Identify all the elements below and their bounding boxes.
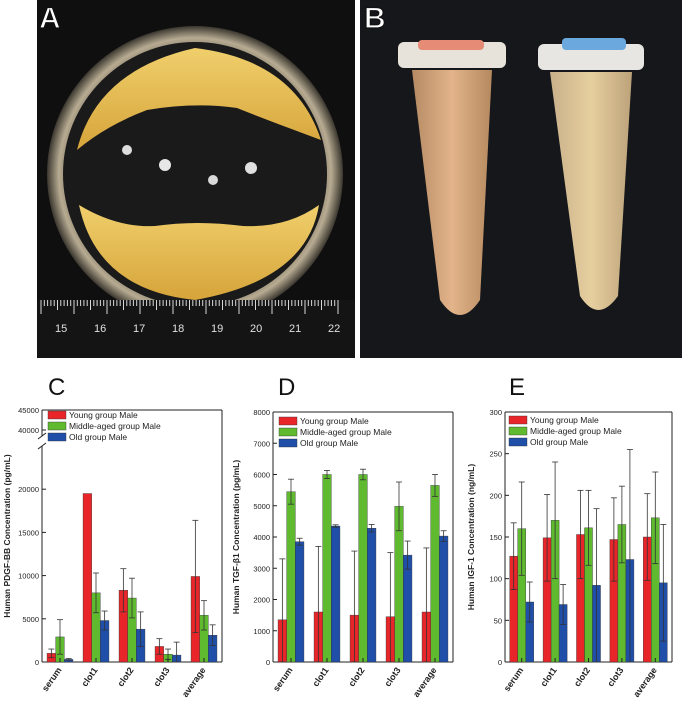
y-tick-label: 250	[489, 450, 502, 459]
legend-swatch	[278, 438, 298, 448]
photo-b-tubes: B	[360, 0, 682, 358]
ruler-label: 15	[55, 323, 67, 335]
axis-break-mark	[37, 442, 47, 450]
x-tick-label: clot3	[605, 665, 625, 688]
photo-b-illustration	[360, 0, 682, 358]
y-tick-label: 200	[489, 491, 502, 500]
x-tick-label: average	[180, 665, 208, 699]
y-axis-label: Human TGF-β1 Concentration (pg/mL)	[231, 460, 241, 615]
ruler-label: 22	[328, 323, 340, 335]
y-tick-label: 10000	[18, 572, 39, 581]
y-tick-label: 4000	[253, 533, 270, 542]
chart-c: 0 5000 10000 15000 20000 40000 45000 Human PDGF…	[2, 406, 223, 699]
chart-e: 0 50 100 150 200 250 300 Human IGF-1 Concentrat…	[466, 408, 673, 699]
y-tick-label: 5000	[22, 615, 39, 624]
y-tick-label: 0	[35, 658, 39, 667]
x-tick-label: clot3	[151, 665, 171, 688]
ruler-label: 16	[94, 323, 106, 335]
x-tick-label: serum	[271, 665, 295, 693]
y-tick-label: 3000	[253, 564, 270, 573]
bar	[367, 528, 377, 663]
panel-letter-c: C	[48, 374, 66, 401]
bar	[286, 491, 296, 663]
legend-swatch	[278, 416, 298, 426]
x-tick-label: clot2	[115, 665, 135, 688]
y-tick-label: 150	[489, 533, 502, 542]
y-tick-label: 100	[489, 575, 502, 584]
y-tick-label: 5000	[253, 502, 270, 511]
x-tick-label: serum	[502, 665, 526, 693]
photo-a-clot-container: 15 16 17 18 19 20 21 22 A	[37, 0, 355, 358]
lower-clot	[79, 205, 319, 300]
legend-entry: Old group Male	[530, 437, 588, 447]
x-tick-label: clot2	[346, 665, 366, 688]
ruler-labels: 15 16 17 18 19 20 21 22	[55, 323, 340, 335]
y-axis-label: Human IGF-1 Concentration (ng/mL)	[466, 464, 476, 611]
x-tick-label: average	[631, 665, 659, 699]
legend-swatch	[508, 437, 528, 447]
tube-2	[550, 72, 632, 310]
x-tick-label: clot3	[382, 665, 402, 688]
bar	[430, 485, 440, 663]
ruler-ticks	[40, 300, 339, 314]
panel-letter-e: E	[509, 374, 526, 401]
chart-d: 0 1000 2000 3000 4000 5000 6000 7000 8000 Human T…	[231, 408, 454, 699]
y-tick-label: 2000	[253, 596, 270, 605]
y-tick-label: 50	[494, 616, 502, 625]
x-tick-label: serum	[40, 665, 64, 693]
x-tick-label: clot2	[572, 665, 592, 688]
y-tick-label: 0	[498, 658, 502, 667]
panel-letter-b: B	[363, 1, 386, 35]
legend-entry: Old group Male	[300, 438, 358, 448]
y-tick-label: 8000	[253, 408, 270, 417]
y-tick-label-upper: 40000	[18, 426, 39, 435]
legend-swatch	[47, 421, 67, 431]
bar	[439, 535, 449, 663]
legend-swatch	[508, 426, 528, 436]
x-tick-label: clot1	[79, 665, 99, 688]
legend-entry: Old group Male	[69, 432, 127, 442]
axis-break-mark	[37, 432, 47, 440]
y-tick-label-upper: 45000	[18, 406, 39, 415]
panel-letter-d: D	[278, 374, 296, 401]
x-tick-label: clot1	[310, 665, 330, 688]
ruler-label: 18	[172, 323, 184, 335]
legend-swatch	[278, 427, 298, 437]
x-tick-label: average	[411, 665, 439, 699]
y-tick-label: 15000	[18, 528, 39, 537]
bar	[322, 474, 332, 663]
bar	[358, 474, 368, 663]
panel-letter-a: A	[38, 1, 61, 35]
ruler-label: 20	[250, 323, 262, 335]
bar	[403, 554, 413, 663]
bar	[295, 541, 305, 663]
legend-entry: Young group Male	[300, 416, 369, 426]
tube-2-cap	[538, 44, 644, 70]
tube-1	[412, 70, 492, 315]
y-tick-label: 7000	[253, 439, 270, 448]
legend-swatch	[47, 432, 67, 442]
x-tick-label: clot1	[538, 665, 558, 688]
legend-swatch	[47, 410, 67, 420]
legend-entry: Young group Male	[530, 415, 599, 425]
ruler-label: 21	[289, 323, 301, 335]
y-tick-label: 0	[266, 658, 270, 667]
y-tick-label: 20000	[18, 485, 39, 494]
y-axis-label: Human PDGF-BB Concentration (pg/mL)	[2, 454, 12, 618]
legend-entry: Middle-aged group Male	[69, 421, 161, 431]
upper-clot	[77, 48, 321, 150]
y-tick-label: 300	[489, 408, 502, 417]
legend-entry: Young group Male	[69, 410, 138, 420]
photo-a-illustration: 15 16 17 18 19 20 21 22	[37, 26, 355, 358]
bar	[331, 525, 341, 663]
y-tick-label: 1000	[253, 627, 270, 636]
y-tick-label: 6000	[253, 471, 270, 480]
legend-swatch	[508, 415, 528, 425]
bar	[82, 493, 92, 663]
ruler-label: 19	[211, 323, 223, 335]
legend-entry: Middle-aged group Male	[530, 426, 622, 436]
legend-entry: Middle-aged group Male	[300, 427, 392, 437]
ruler-label: 17	[133, 323, 145, 335]
